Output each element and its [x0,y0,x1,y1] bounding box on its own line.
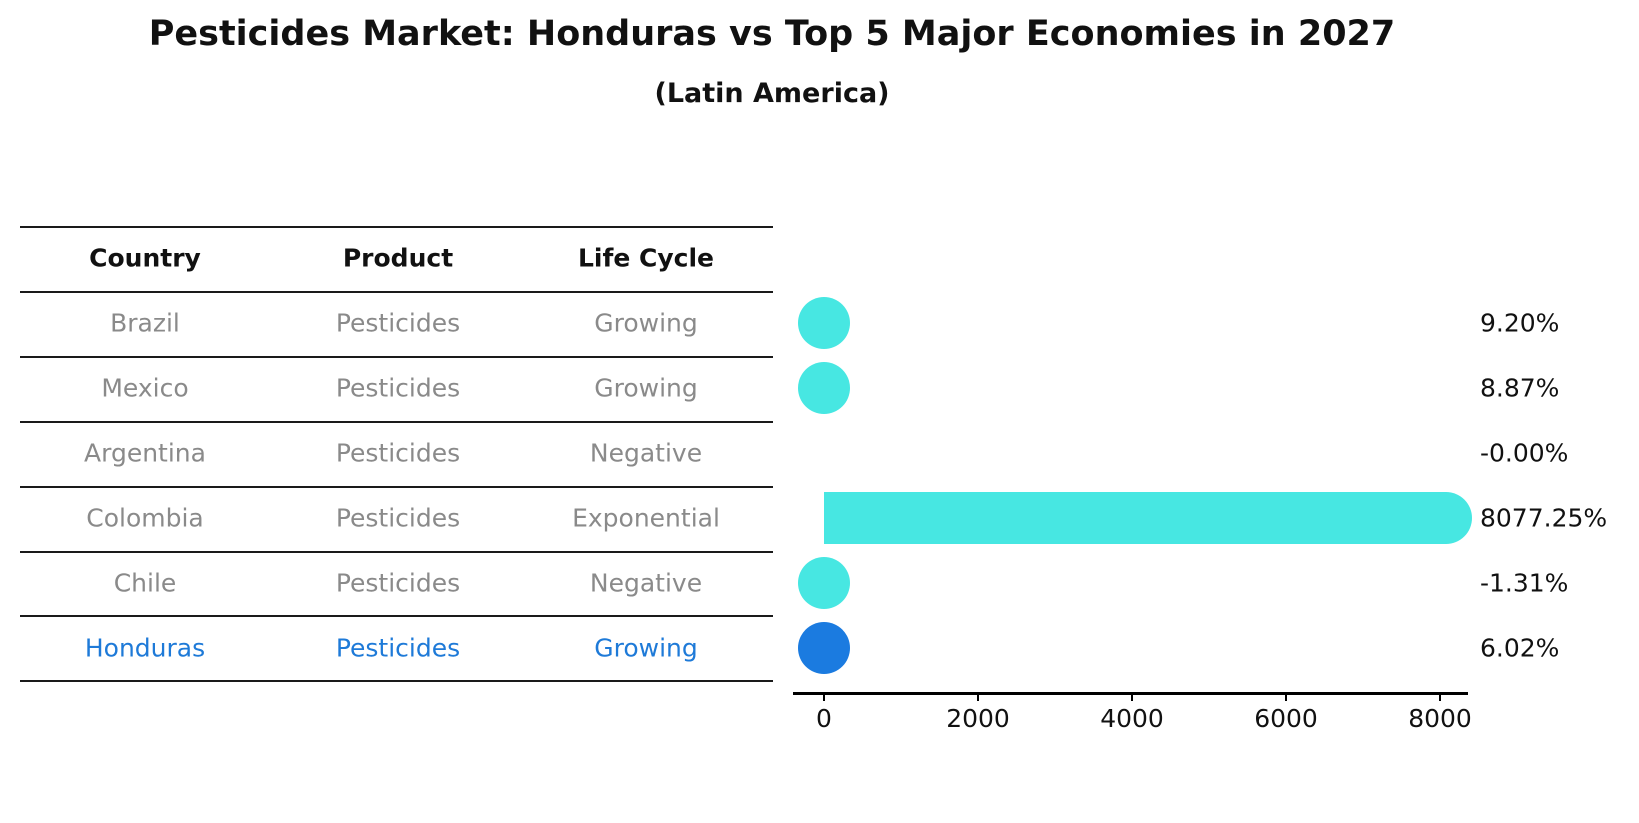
table-header-country: Country [89,243,201,273]
table-cell-life-cycle: Negative [589,568,703,598]
bar-value-label: 6.02% [1480,633,1560,663]
bar-dot-mexico [798,362,850,415]
table-cell-product: Pesticides [335,633,461,663]
table-separator-line [20,680,773,682]
table-separator-line [20,615,773,617]
bar-dot-chile [798,556,850,609]
table-cell-country: Brazil [110,308,180,338]
x-axis-tick-label: 2000 [946,704,1010,733]
table-cell-product: Pesticides [335,503,461,533]
table-cell-life-cycle: Exponential [572,503,720,533]
table-separator-line [20,551,773,553]
bar-colombia [824,492,1472,545]
x-axis-tick [1131,692,1133,701]
table-cell-product: Pesticides [335,373,461,403]
table-cell-life-cycle: Growing [594,373,698,403]
table-cell-product: Pesticides [335,308,461,338]
table-cell-country: Chile [113,568,177,598]
table-cell-country: Colombia [86,503,204,533]
table-cell-product: Pesticides [335,438,461,468]
table-cell-country: Honduras [84,633,206,663]
bar-value-label: -1.31% [1480,568,1569,598]
table-header-life-cycle: Life Cycle [577,243,715,273]
table-separator-line [20,226,773,228]
table-separator-line [20,291,773,293]
table-cell-product: Pesticides [335,568,461,598]
bar-value-label: 8.87% [1480,373,1560,403]
x-axis-tick-label: 8000 [1408,704,1472,733]
table-cell-country: Mexico [101,373,189,403]
chart-subtitle: (Latin America) [654,78,890,109]
x-axis-tick-label: 6000 [1254,704,1318,733]
x-axis-tick [1285,692,1287,701]
table-cell-life-cycle: Growing [594,308,698,338]
chart-title: Pesticides Market: Honduras vs Top 5 Maj… [148,14,1396,54]
x-axis [793,692,1468,695]
table-cell-country: Argentina [84,438,206,468]
x-axis-tick [823,692,825,701]
x-axis-tick [1439,692,1441,701]
x-axis-tick-label: 0 [816,704,832,733]
table-separator-line [20,421,773,423]
bar-dot-honduras [798,621,850,674]
table-separator-line [20,486,773,488]
bar-value-label: -0.00% [1480,438,1569,468]
table-separator-line [20,356,773,358]
x-axis-tick [977,692,979,701]
bar-dot-brazil [798,297,850,350]
bar-value-label: 8077.25% [1480,503,1608,533]
table-cell-life-cycle: Negative [589,438,703,468]
table-header-product: Product [342,243,454,273]
bar-value-label: 9.20% [1480,308,1560,338]
x-axis-tick-label: 4000 [1100,704,1164,733]
table-cell-life-cycle: Growing [594,633,698,663]
